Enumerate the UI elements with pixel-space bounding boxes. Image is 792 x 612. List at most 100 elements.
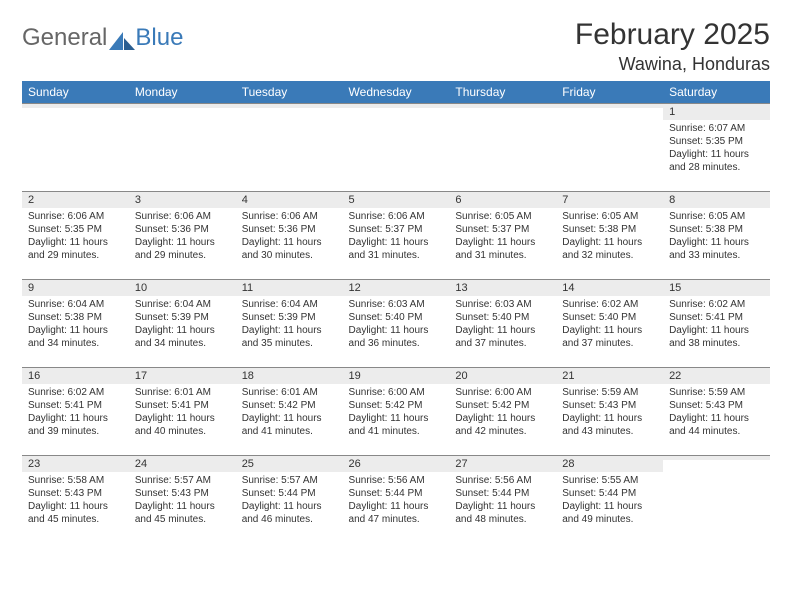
calendar-row: 16Sunrise: 6:02 AMSunset: 5:41 PMDayligh… (22, 368, 770, 456)
sunset-line: Sunset: 5:35 PM (28, 223, 123, 236)
day-number: 8 (663, 192, 770, 208)
sunset-line: Sunset: 5:35 PM (669, 135, 764, 148)
day-details: Sunrise: 6:06 AMSunset: 5:37 PMDaylight:… (343, 208, 450, 266)
sunset-line: Sunset: 5:41 PM (135, 399, 230, 412)
day-number: 12 (343, 280, 450, 296)
daylight-line: Daylight: 11 hours and 45 minutes. (28, 500, 123, 526)
calendar-cell: 9Sunrise: 6:04 AMSunset: 5:38 PMDaylight… (22, 280, 129, 368)
sunset-line: Sunset: 5:40 PM (562, 311, 657, 324)
day-details (343, 108, 450, 114)
calendar-cell: 27Sunrise: 5:56 AMSunset: 5:44 PMDayligh… (449, 456, 556, 544)
sunrise-line: Sunrise: 6:04 AM (242, 298, 337, 311)
day-number: 14 (556, 280, 663, 296)
day-details: Sunrise: 5:57 AMSunset: 5:44 PMDaylight:… (236, 472, 343, 530)
sunset-line: Sunset: 5:36 PM (242, 223, 337, 236)
calendar-cell: 15Sunrise: 6:02 AMSunset: 5:41 PMDayligh… (663, 280, 770, 368)
daylight-line: Daylight: 11 hours and 43 minutes. (562, 412, 657, 438)
daylight-line: Daylight: 11 hours and 39 minutes. (28, 412, 123, 438)
daylight-line: Daylight: 11 hours and 49 minutes. (562, 500, 657, 526)
calendar-cell: 20Sunrise: 6:00 AMSunset: 5:42 PMDayligh… (449, 368, 556, 456)
day-number: 4 (236, 192, 343, 208)
sunrise-line: Sunrise: 6:07 AM (669, 122, 764, 135)
header: General Blue February 2025 Wawina, Hondu… (22, 18, 770, 75)
day-details (556, 108, 663, 114)
day-details: Sunrise: 5:58 AMSunset: 5:43 PMDaylight:… (22, 472, 129, 530)
calendar-cell: 12Sunrise: 6:03 AMSunset: 5:40 PMDayligh… (343, 280, 450, 368)
day-details: Sunrise: 6:01 AMSunset: 5:42 PMDaylight:… (236, 384, 343, 442)
weekday-header: Thursday (449, 81, 556, 104)
day-number: 17 (129, 368, 236, 384)
daylight-line: Daylight: 11 hours and 31 minutes. (455, 236, 550, 262)
brand-part1: General (22, 24, 107, 52)
sunset-line: Sunset: 5:42 PM (349, 399, 444, 412)
sunrise-line: Sunrise: 6:05 AM (669, 210, 764, 223)
calendar-cell: 6Sunrise: 6:05 AMSunset: 5:37 PMDaylight… (449, 192, 556, 280)
daylight-line: Daylight: 11 hours and 32 minutes. (562, 236, 657, 262)
day-details: Sunrise: 6:03 AMSunset: 5:40 PMDaylight:… (343, 296, 450, 354)
daylight-line: Daylight: 11 hours and 37 minutes. (562, 324, 657, 350)
day-number: 10 (129, 280, 236, 296)
sunrise-line: Sunrise: 6:06 AM (28, 210, 123, 223)
calendar-cell: 10Sunrise: 6:04 AMSunset: 5:39 PMDayligh… (129, 280, 236, 368)
sunrise-line: Sunrise: 6:05 AM (455, 210, 550, 223)
calendar-cell: 16Sunrise: 6:02 AMSunset: 5:41 PMDayligh… (22, 368, 129, 456)
brand-logo: General Blue (22, 18, 183, 52)
calendar-cell: 23Sunrise: 5:58 AMSunset: 5:43 PMDayligh… (22, 456, 129, 544)
sunrise-line: Sunrise: 6:06 AM (349, 210, 444, 223)
day-details: Sunrise: 6:06 AMSunset: 5:36 PMDaylight:… (236, 208, 343, 266)
daylight-line: Daylight: 11 hours and 42 minutes. (455, 412, 550, 438)
day-details: Sunrise: 6:00 AMSunset: 5:42 PMDaylight:… (449, 384, 556, 442)
daylight-line: Daylight: 11 hours and 37 minutes. (455, 324, 550, 350)
sunset-line: Sunset: 5:44 PM (242, 487, 337, 500)
sunrise-line: Sunrise: 6:01 AM (242, 386, 337, 399)
day-details: Sunrise: 6:02 AMSunset: 5:41 PMDaylight:… (22, 384, 129, 442)
day-details: Sunrise: 5:59 AMSunset: 5:43 PMDaylight:… (556, 384, 663, 442)
sunrise-line: Sunrise: 5:59 AM (669, 386, 764, 399)
day-details: Sunrise: 6:07 AMSunset: 5:35 PMDaylight:… (663, 120, 770, 178)
sunrise-line: Sunrise: 5:59 AM (562, 386, 657, 399)
sunrise-line: Sunrise: 6:00 AM (455, 386, 550, 399)
sunset-line: Sunset: 5:42 PM (455, 399, 550, 412)
day-number: 9 (22, 280, 129, 296)
daylight-line: Daylight: 11 hours and 47 minutes. (349, 500, 444, 526)
sunrise-line: Sunrise: 6:02 AM (562, 298, 657, 311)
calendar-cell: 13Sunrise: 6:03 AMSunset: 5:40 PMDayligh… (449, 280, 556, 368)
day-details: Sunrise: 6:01 AMSunset: 5:41 PMDaylight:… (129, 384, 236, 442)
calendar-row: 1Sunrise: 6:07 AMSunset: 5:35 PMDaylight… (22, 104, 770, 192)
sunset-line: Sunset: 5:38 PM (669, 223, 764, 236)
daylight-line: Daylight: 11 hours and 30 minutes. (242, 236, 337, 262)
calendar-cell (449, 104, 556, 192)
calendar-cell: 22Sunrise: 5:59 AMSunset: 5:43 PMDayligh… (663, 368, 770, 456)
calendar-row: 9Sunrise: 6:04 AMSunset: 5:38 PMDaylight… (22, 280, 770, 368)
day-details: Sunrise: 5:55 AMSunset: 5:44 PMDaylight:… (556, 472, 663, 530)
daylight-line: Daylight: 11 hours and 34 minutes. (135, 324, 230, 350)
weekday-header: Friday (556, 81, 663, 104)
sunset-line: Sunset: 5:41 PM (28, 399, 123, 412)
sunrise-line: Sunrise: 6:06 AM (242, 210, 337, 223)
day-number: 26 (343, 456, 450, 472)
daylight-line: Daylight: 11 hours and 29 minutes. (28, 236, 123, 262)
daylight-line: Daylight: 11 hours and 41 minutes. (242, 412, 337, 438)
sunset-line: Sunset: 5:37 PM (349, 223, 444, 236)
sunrise-line: Sunrise: 6:02 AM (28, 386, 123, 399)
sunrise-line: Sunrise: 5:55 AM (562, 474, 657, 487)
calendar-cell: 2Sunrise: 6:06 AMSunset: 5:35 PMDaylight… (22, 192, 129, 280)
sunset-line: Sunset: 5:39 PM (242, 311, 337, 324)
day-details (236, 108, 343, 114)
sunset-line: Sunset: 5:36 PM (135, 223, 230, 236)
day-number: 1 (663, 104, 770, 120)
day-number: 19 (343, 368, 450, 384)
sunrise-line: Sunrise: 6:05 AM (562, 210, 657, 223)
sunrise-line: Sunrise: 6:02 AM (669, 298, 764, 311)
sunrise-line: Sunrise: 6:06 AM (135, 210, 230, 223)
day-number: 7 (556, 192, 663, 208)
day-details: Sunrise: 6:02 AMSunset: 5:40 PMDaylight:… (556, 296, 663, 354)
sunrise-line: Sunrise: 6:01 AM (135, 386, 230, 399)
sunset-line: Sunset: 5:38 PM (28, 311, 123, 324)
day-details: Sunrise: 6:04 AMSunset: 5:38 PMDaylight:… (22, 296, 129, 354)
sunrise-line: Sunrise: 6:04 AM (28, 298, 123, 311)
calendar-cell: 11Sunrise: 6:04 AMSunset: 5:39 PMDayligh… (236, 280, 343, 368)
daylight-line: Daylight: 11 hours and 48 minutes. (455, 500, 550, 526)
calendar-cell: 26Sunrise: 5:56 AMSunset: 5:44 PMDayligh… (343, 456, 450, 544)
day-number: 11 (236, 280, 343, 296)
